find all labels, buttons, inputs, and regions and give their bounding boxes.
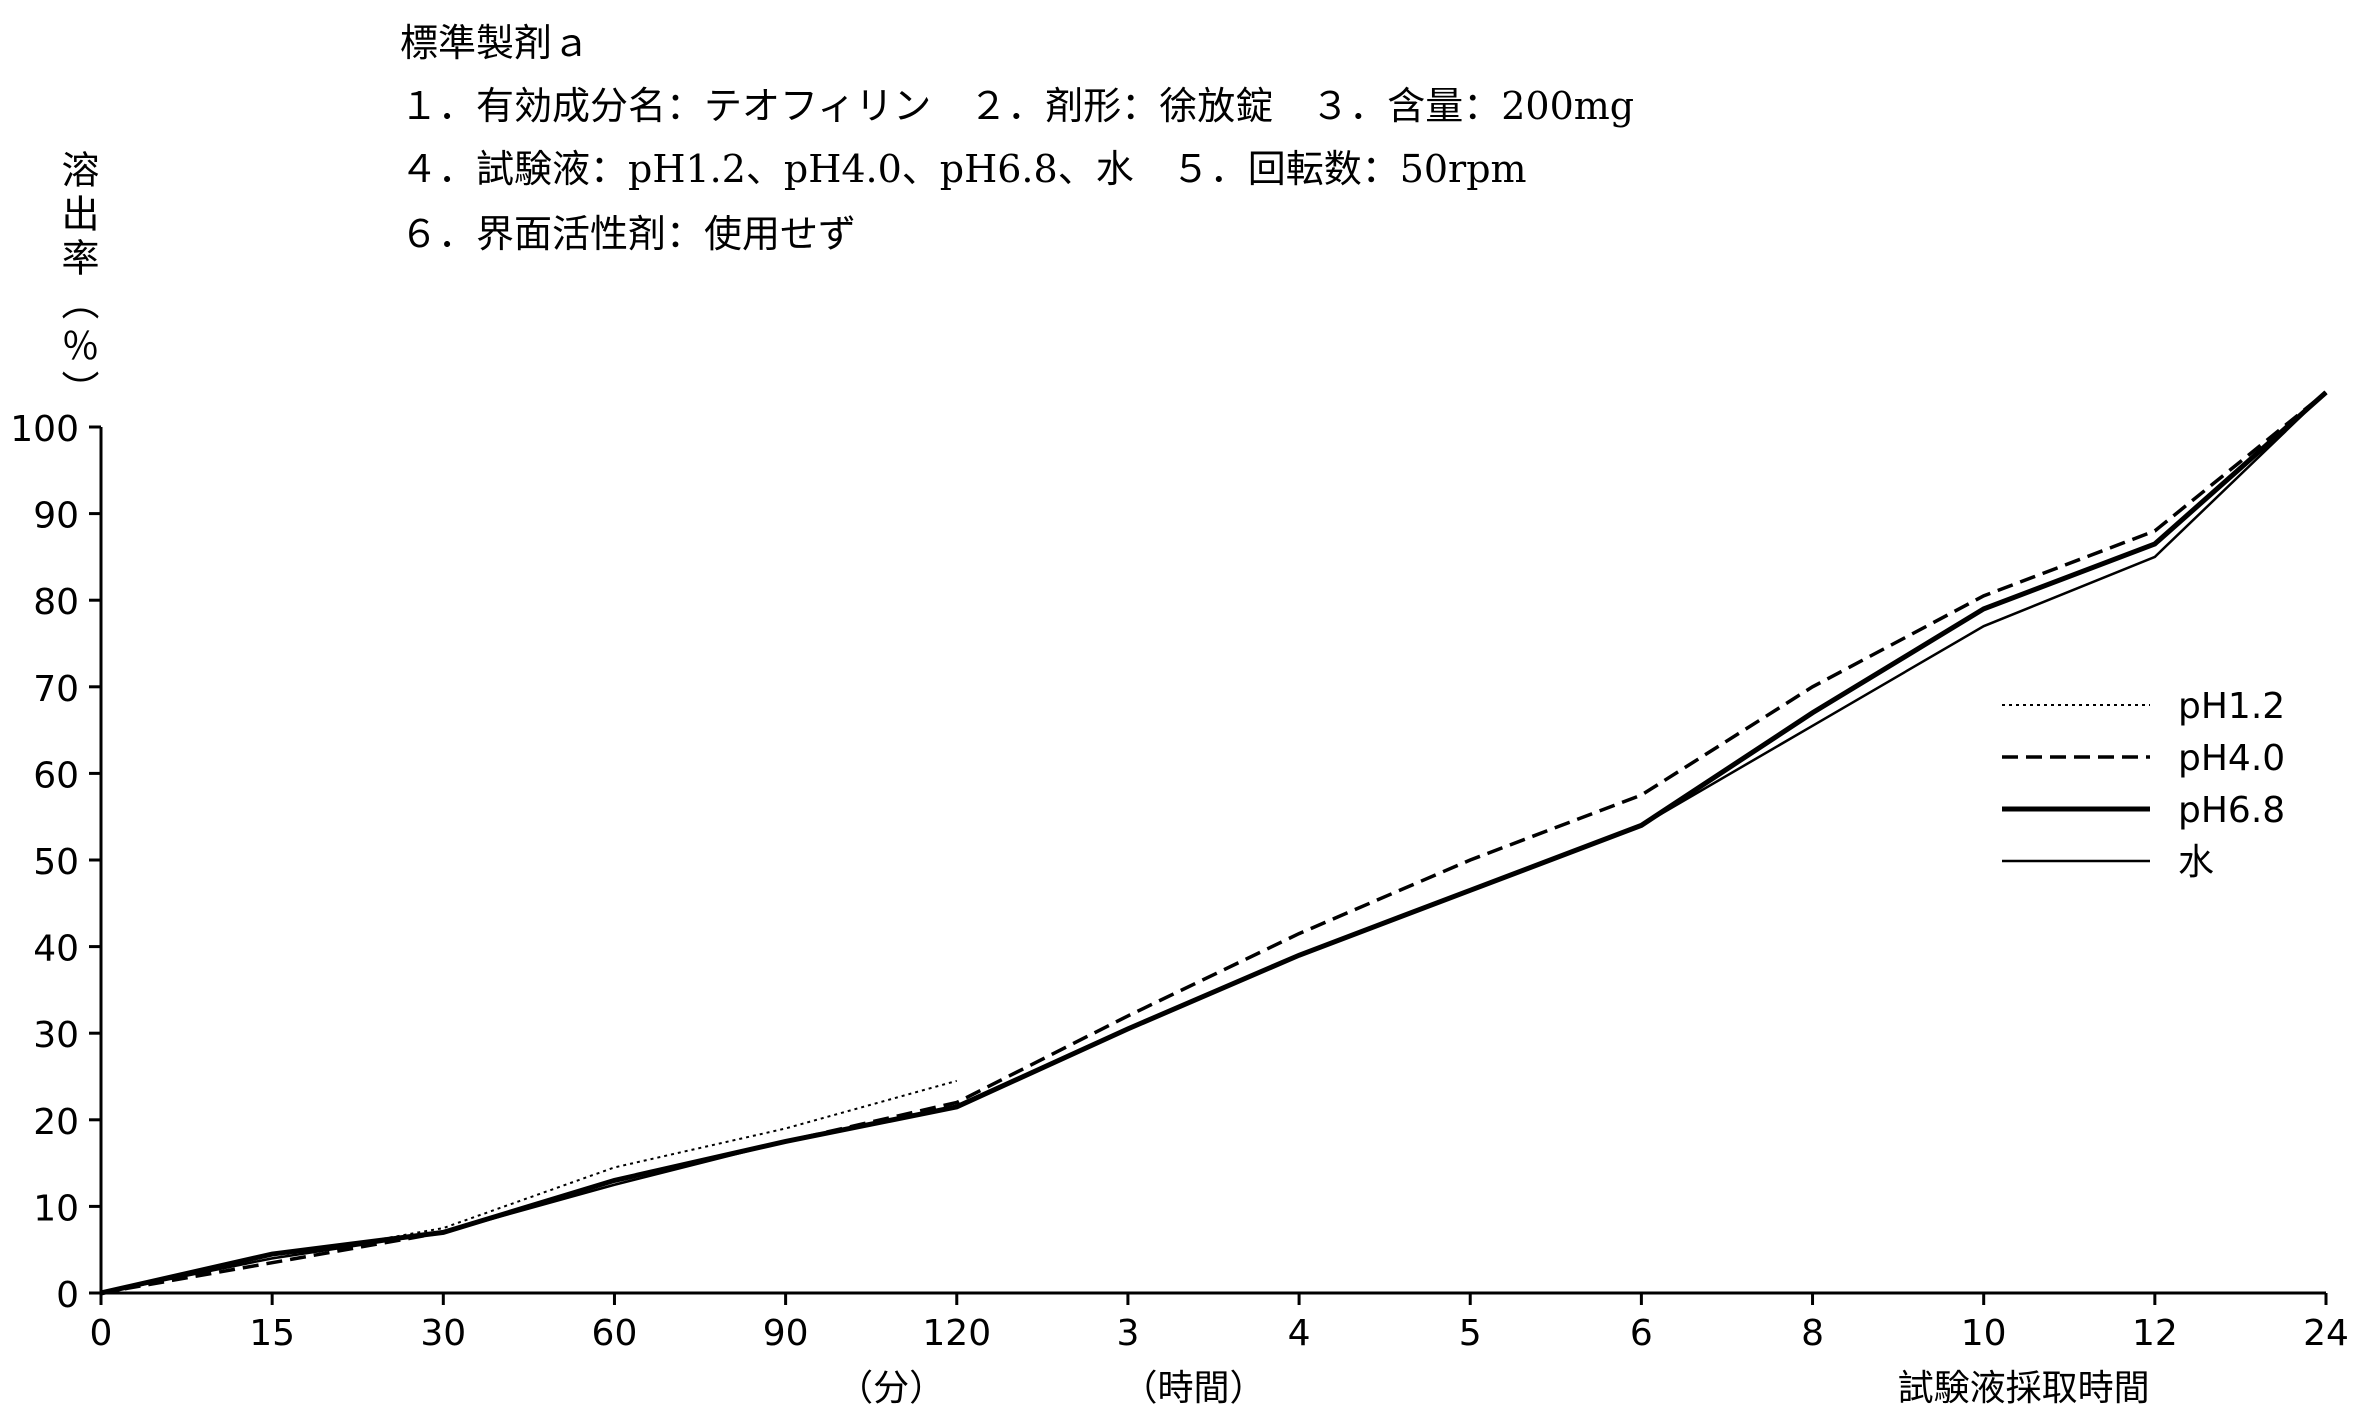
x-tick-label: 60	[592, 1313, 638, 1354]
series-line-0	[100, 1079, 958, 1294]
x-tick-label: 0	[90, 1313, 113, 1354]
legend-label-0: pH1.2	[2178, 686, 2285, 727]
x-unit-minutes: （分）	[837, 1368, 945, 1409]
condition-line-1: １．有効成分名：テオフィリン ２．剤形：徐放錠 ３．含量：200mg	[400, 84, 1635, 128]
x-tick-label: 3	[1116, 1313, 1139, 1354]
x-tick-label: 8	[1801, 1313, 1824, 1354]
y-tick-label: 60	[33, 755, 79, 796]
series-line-1	[100, 390, 2328, 1295]
y-tick-label: 40	[33, 929, 79, 970]
x-tick-label: 5	[1459, 1313, 1482, 1354]
y-tick-label: 10	[33, 1188, 79, 1229]
x-tick-label: 10	[1961, 1313, 2007, 1354]
y-axis-label: 溶出率（％）	[55, 150, 99, 414]
x-tick-label: 24	[2303, 1313, 2349, 1354]
legend-label-2: pH6.8	[2178, 790, 2285, 831]
x-tick-label: 30	[420, 1313, 466, 1354]
y-tick-label: 20	[33, 1102, 79, 1143]
y-tick-label: 80	[33, 582, 79, 623]
y-tick-label: 100	[10, 409, 79, 450]
y-tick-label: 70	[33, 669, 79, 710]
legend-label-1: pH4.0	[2178, 738, 2285, 779]
x-unit-hours: （時間）	[1121, 1368, 1265, 1409]
x-tick-label: 4	[1288, 1313, 1311, 1354]
series-line-2	[100, 390, 2328, 1296]
condition-line-2: ４．試験液：pH1.2、pH4.0、pH6.8、水 ５．回転数：50rpm	[400, 147, 1527, 191]
series-line-3	[100, 391, 2327, 1295]
x-tick-label: 90	[763, 1313, 809, 1354]
x-tick-label: 120	[922, 1313, 991, 1354]
y-tick-label: 0	[56, 1275, 79, 1316]
chart-title: 標準製剤ａ	[400, 21, 591, 65]
x-axis-label: 試験液採取時間	[1898, 1368, 2150, 1409]
y-tick-label: 90	[33, 496, 79, 537]
x-tick-label: 12	[2132, 1313, 2178, 1354]
x-tick-label: 6	[1630, 1313, 1653, 1354]
y-tick-label: 50	[33, 842, 79, 883]
y-tick-label: 30	[33, 1015, 79, 1056]
x-tick-label: 15	[249, 1313, 295, 1354]
legend-label-3: 水	[2178, 842, 2214, 883]
condition-line-3: ６．界面活性剤：使用せず	[400, 212, 857, 256]
